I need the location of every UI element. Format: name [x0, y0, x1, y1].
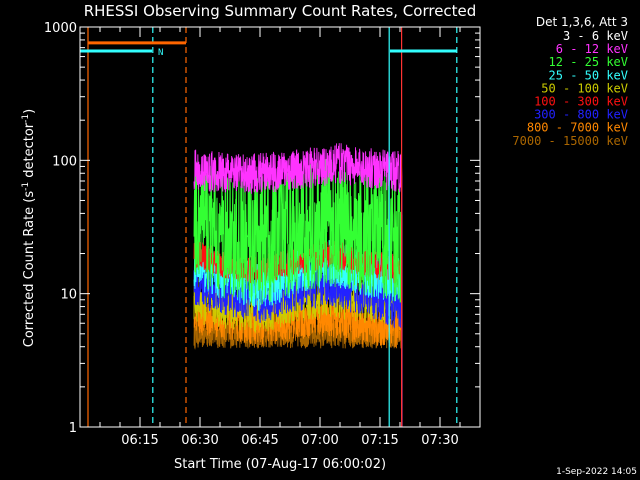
legend-entry-2: 12 - 25 keV — [549, 55, 628, 69]
legend-entry-3: 25 - 50 keV — [549, 68, 628, 82]
y-tick-label: 1 — [69, 421, 77, 436]
series-line-2 — [193, 159, 403, 427]
y-tick-label: 1000 — [44, 21, 77, 36]
legend-entry-4: 50 - 100 keV — [541, 81, 628, 95]
y-label-main: Corrected Count Rate (s — [22, 191, 37, 348]
legend-entry-7: 800 - 7000 keV — [527, 121, 628, 135]
x-tick-label: 06:30 — [181, 433, 218, 448]
chart-title: RHESSI Observing Summary Count Rates, Co… — [84, 2, 477, 20]
y-axis-label: Corrected Count Rate (s-1 detector-1) — [21, 109, 37, 347]
x-tick-label: 06:15 — [121, 433, 158, 448]
y-label-end: ) — [22, 109, 37, 114]
legend-header: Det 1,3,6, Att 3 — [536, 15, 628, 29]
y-label-mid: detector — [22, 122, 37, 182]
footer-date: 1-Sep-2022 14:05 — [556, 467, 637, 477]
legend-entry-6: 300 - 800 keV — [534, 108, 628, 122]
series-line-1 — [193, 143, 403, 427]
x-axis-label: Start Time (07-Aug-17 06:00:02) — [174, 457, 386, 472]
series-line-0 — [193, 46, 403, 150]
x-tick-label: 07:00 — [301, 433, 338, 448]
legend-entry-5: 100 - 300 keV — [534, 95, 628, 109]
x-tick-label: 06:45 — [241, 433, 278, 448]
legend-entry-1: 6 - 12 keV — [556, 42, 628, 56]
y-label-sup2: -1 — [21, 114, 31, 123]
y-tick-label: 100 — [52, 154, 77, 169]
y-label-sup1: -1 — [21, 182, 31, 191]
legend-entry-8: 7000 - 15000 keV — [512, 134, 628, 148]
x-tick-label: 07:15 — [361, 433, 398, 448]
marker-n: N — [158, 48, 163, 58]
legend-entry-0: 3 - 6 keV — [563, 29, 628, 43]
y-tick-label: 10 — [60, 288, 77, 303]
x-tick-label: 07:30 — [421, 433, 458, 448]
